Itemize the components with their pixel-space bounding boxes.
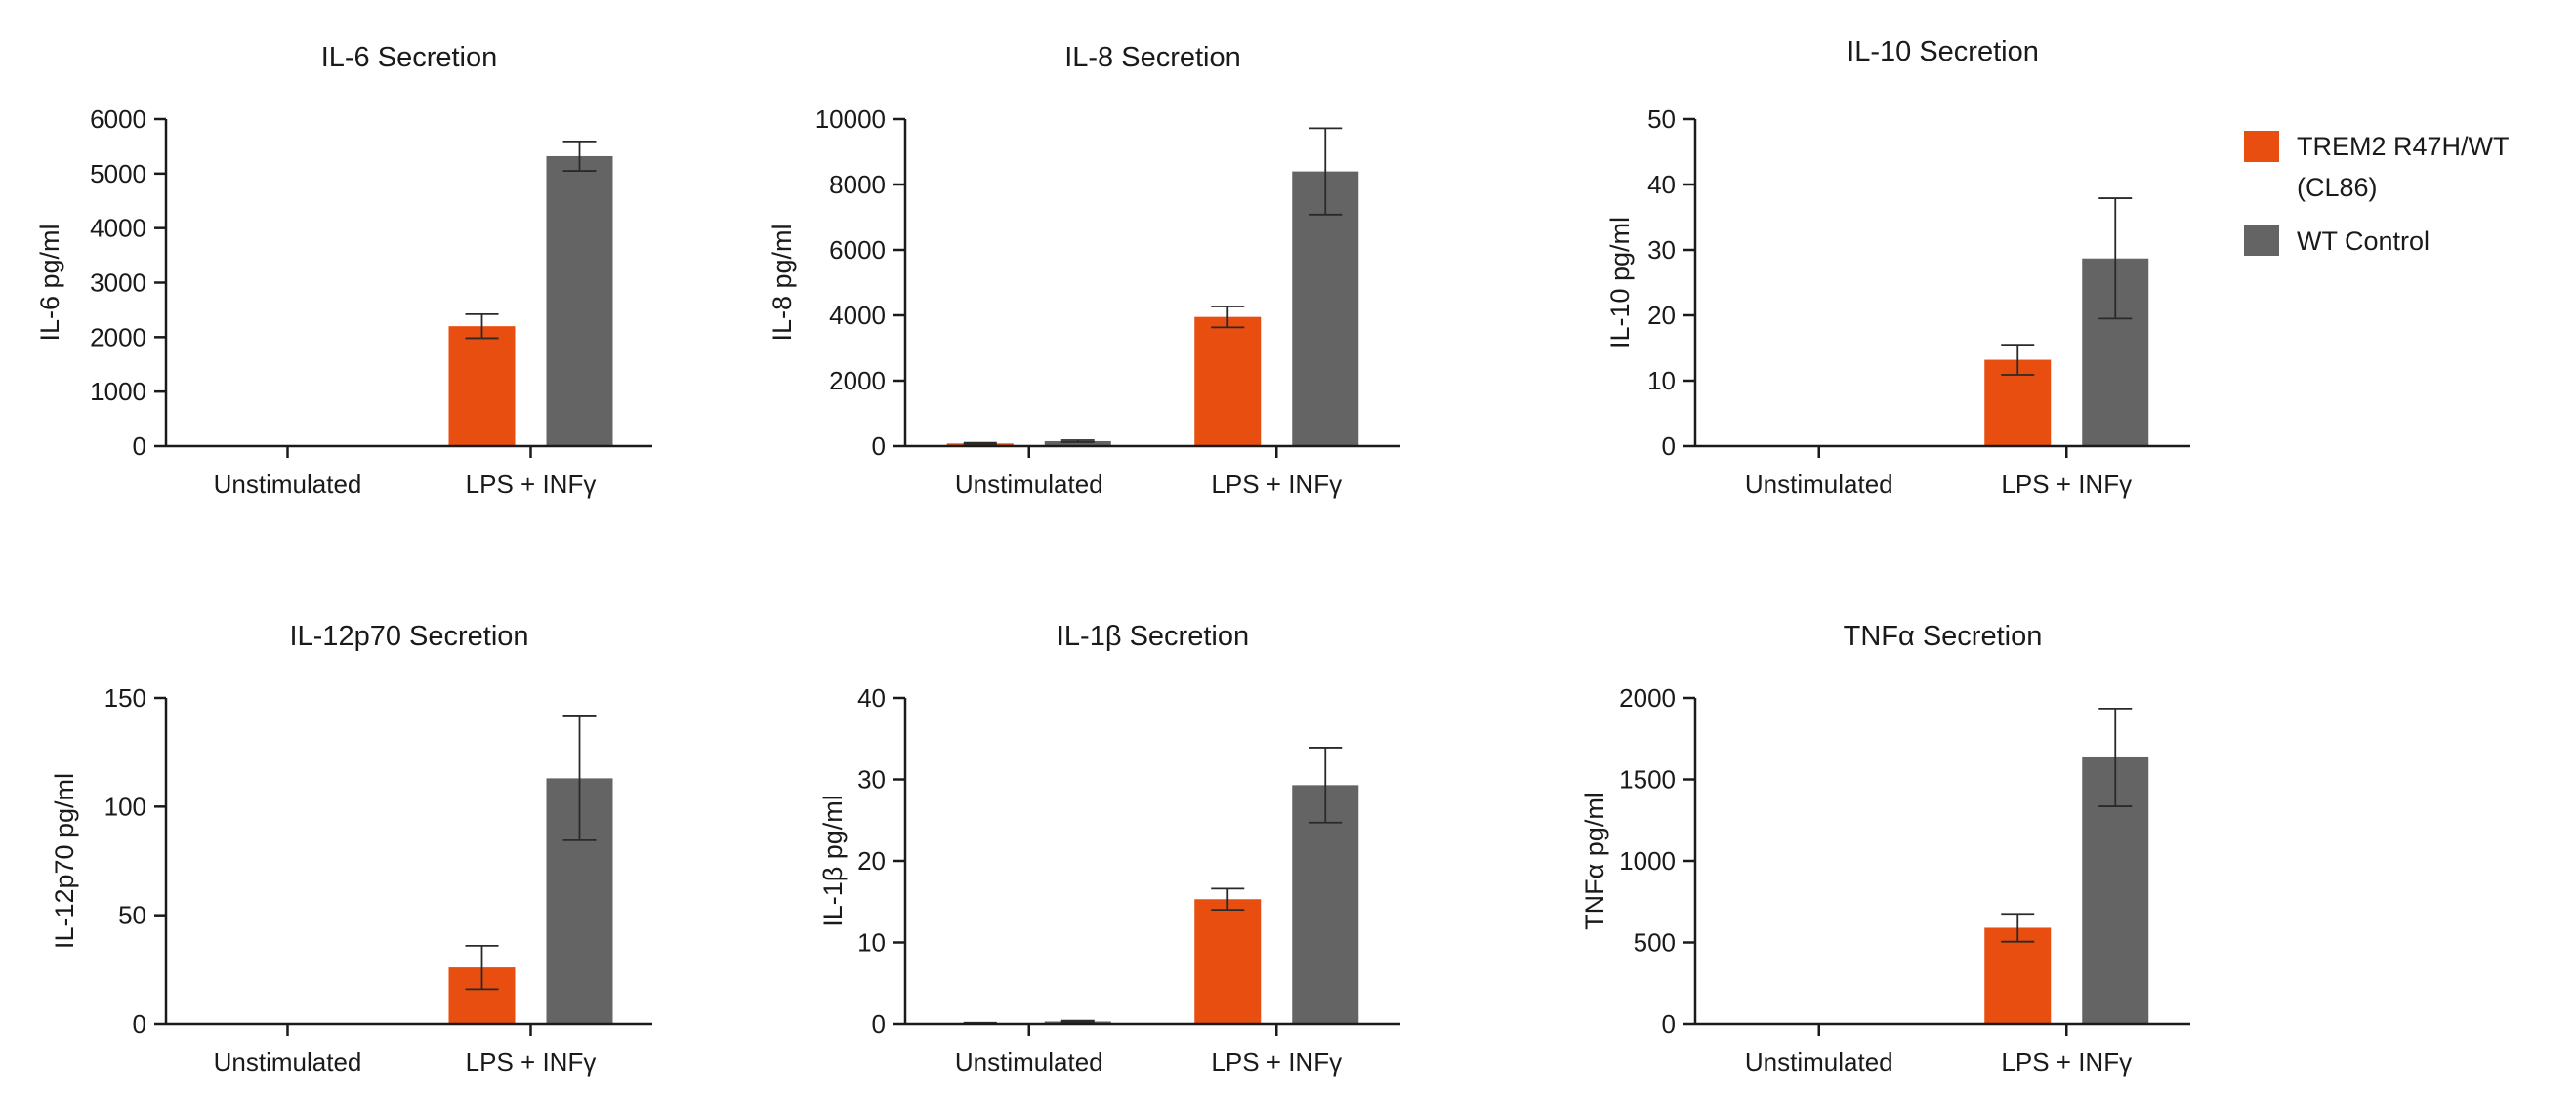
chart-4: IL-12p70 Secretion IL-12p70 pg/ml 0 50 100 15…	[50, 621, 652, 1077]
x-tick-label: LPS + INFγ	[2001, 1047, 2132, 1077]
y-tick-label: 4000	[90, 214, 146, 243]
chart-title: IL-8 Secretion	[1064, 42, 1241, 73]
y-tick-label: 20	[1647, 301, 1676, 330]
y-tick-label: 2000	[90, 322, 146, 351]
y-tick-label: 40	[1647, 170, 1676, 199]
y-tick-label: 10	[857, 928, 886, 958]
error-bar	[465, 312, 499, 340]
y-tick-label: 1000	[1619, 846, 1676, 876]
y-tick-label: 50	[1647, 104, 1676, 134]
chart-title: IL-6 Secretion	[321, 42, 498, 73]
x-tick-label: Unstimulated	[1745, 470, 1893, 499]
x-tick-label: LPS + INFγ	[2001, 470, 2132, 499]
y-tick-label: 30	[857, 765, 886, 795]
y-tick-label: 0	[1662, 431, 1676, 461]
bar-trem2-lps	[1194, 899, 1262, 1024]
bar-wt-lps	[546, 155, 613, 446]
y-axis-label: IL-6 pg/ml	[35, 224, 64, 341]
y-tick-label: 0	[133, 431, 146, 461]
y-tick-label: 6000	[90, 104, 146, 134]
y-tick-label: 6000	[829, 235, 886, 265]
y-tick-label: 10	[1647, 366, 1676, 395]
error-bar	[2001, 344, 2035, 376]
chart-3: IL-10 Secretion IL-10 pg/ml 0 10 20 30 40 50 Uns…	[1605, 36, 2190, 499]
legend-swatch-trem2	[2244, 131, 2279, 162]
x-tick-label: LPS + INFγ	[1211, 470, 1342, 499]
legend-label: WT Control	[2297, 226, 2430, 256]
error-bar	[1060, 439, 1095, 443]
error-bar	[1211, 887, 1245, 911]
y-tick-label: 1500	[1619, 765, 1676, 795]
y-tick-label: 30	[1647, 235, 1676, 265]
bar-trem2-lps	[1194, 316, 1262, 446]
y-tick-label: 8000	[829, 170, 886, 199]
error-bar	[1211, 306, 1245, 329]
bar-trem2-lps	[448, 326, 516, 446]
y-axis-label: IL-10 pg/ml	[1605, 217, 1635, 348]
error-bar	[465, 944, 499, 991]
error-bar	[963, 441, 997, 445]
error-bar	[2098, 707, 2133, 807]
bar-wt-lps	[1292, 171, 1359, 446]
legend-label: (CL86)	[2297, 173, 2378, 202]
error-bar	[2098, 197, 2133, 320]
y-tick-label: 0	[872, 431, 886, 461]
y-axis-label: TNFα pg/ml	[1580, 792, 1609, 930]
bar-wt-unstimulated	[1044, 440, 1111, 446]
y-tick-label: 3000	[90, 268, 146, 298]
chart-title: IL-12p70 Secretion	[289, 621, 528, 652]
y-tick-label: 2000	[1619, 683, 1676, 713]
bar-trem2-lps	[1984, 927, 2052, 1024]
x-tick-label: Unstimulated	[955, 1047, 1103, 1077]
chart-6: TNFα Secretion TNFα pg/ml 0 500 1000 1500 2000…	[1580, 621, 2190, 1077]
chart-5: IL-1β Secretion IL-1β pg/ml 0 10 20 30 40 Unsti…	[818, 621, 1400, 1077]
x-tick-label: Unstimulated	[1745, 1047, 1893, 1077]
legend-label: TREM2 R47H/WT	[2297, 132, 2510, 161]
y-tick-label: 5000	[90, 159, 146, 188]
y-tick-label: 2000	[829, 366, 886, 395]
error-bar	[2001, 913, 2035, 943]
chart-2: IL-8 Secretion IL-8 pg/ml 0 2000 4000 6000 800…	[768, 42, 1400, 499]
chart-1: IL-6 Secretion IL-6 pg/ml 0 1000 2000 3000 400…	[35, 42, 652, 499]
y-tick-label: 10000	[815, 104, 886, 134]
x-tick-label: LPS + INFγ	[466, 1047, 597, 1077]
error-bar	[1309, 747, 1343, 824]
y-tick-label: 0	[133, 1009, 146, 1039]
chart-title: IL-10 Secretion	[1847, 36, 2039, 67]
error-bar	[1309, 127, 1343, 216]
error-bar	[562, 140, 597, 172]
x-tick-label: LPS + INFγ	[466, 470, 597, 499]
y-tick-label: 4000	[829, 301, 886, 330]
y-axis-label: IL-12p70 pg/ml	[50, 773, 79, 949]
error-bar	[1060, 1019, 1095, 1024]
x-tick-label: Unstimulated	[214, 470, 362, 499]
x-tick-label: LPS + INFγ	[1211, 1047, 1342, 1077]
y-axis-label: IL-8 pg/ml	[768, 224, 797, 341]
bar-wt-lps	[1292, 785, 1359, 1024]
y-tick-label: 40	[857, 683, 886, 713]
y-tick-label: 500	[1634, 928, 1676, 958]
y-axis-label: IL-1β pg/ml	[818, 795, 848, 927]
legend-swatch-wt	[2244, 225, 2279, 256]
y-tick-label: 0	[872, 1009, 886, 1039]
legend: TREM2 R47H/WT (CL86) WT Control	[2244, 131, 2510, 256]
y-tick-label: 150	[104, 683, 146, 713]
chart-title: IL-1β Secretion	[1057, 621, 1249, 652]
error-bar	[562, 715, 597, 841]
y-tick-label: 1000	[90, 377, 146, 406]
y-tick-label: 0	[1662, 1009, 1676, 1039]
x-tick-label: Unstimulated	[214, 1047, 362, 1077]
chart-title: TNFα Secretion	[1844, 621, 2043, 652]
x-tick-label: Unstimulated	[955, 470, 1103, 499]
y-tick-label: 50	[118, 901, 146, 930]
y-tick-label: 20	[857, 846, 886, 876]
y-tick-label: 100	[104, 792, 146, 821]
